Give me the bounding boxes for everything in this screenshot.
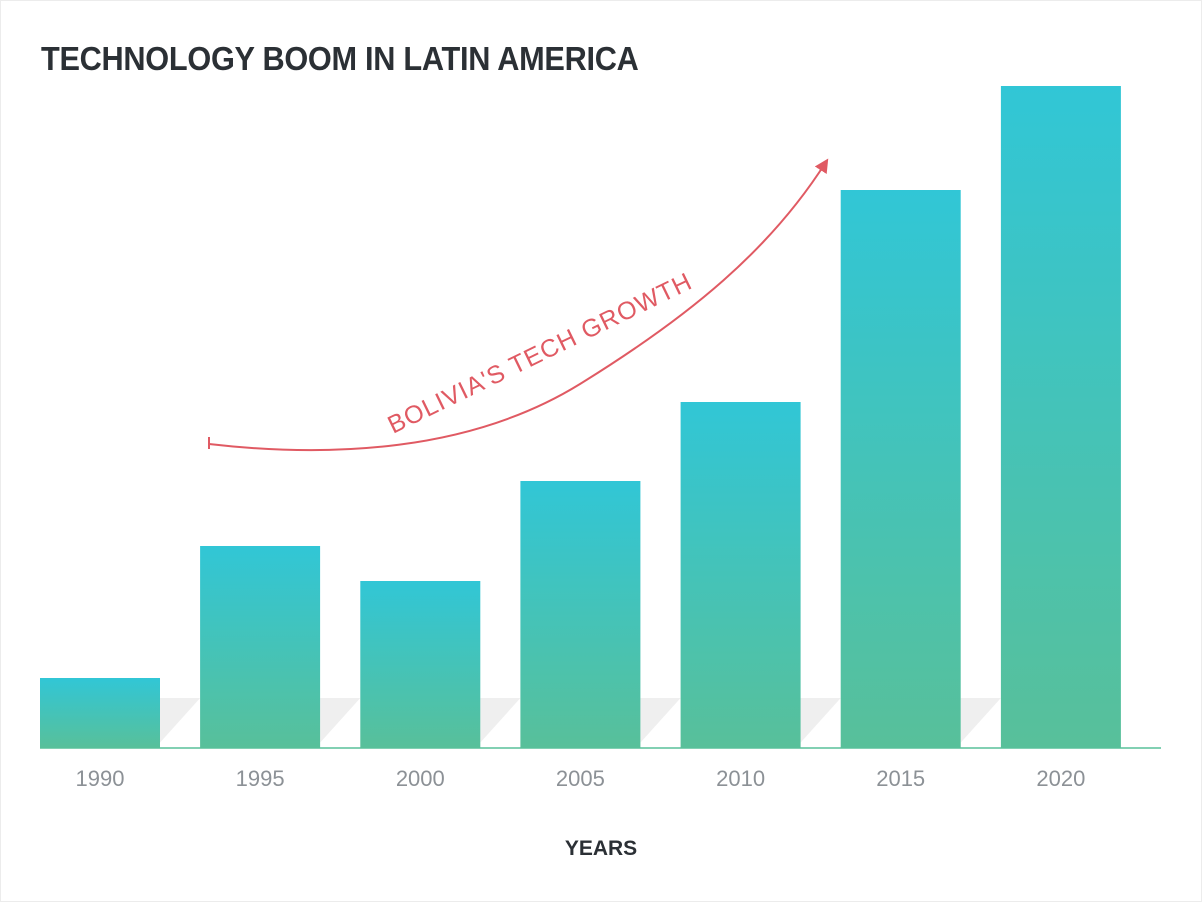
- growth-arrow: [208, 158, 829, 452]
- x-tick-label: 2005: [556, 766, 605, 791]
- bar-shadows: [155, 698, 1001, 748]
- bar-2010: [680, 402, 801, 748]
- bar-shadow: [315, 698, 361, 748]
- x-tick-label: 2020: [1036, 766, 1085, 791]
- bar-shadow: [795, 698, 841, 748]
- x-tick-label: 1990: [76, 766, 125, 791]
- bar-2020: [1000, 86, 1121, 748]
- bar-shadow: [635, 698, 681, 748]
- growth-annotation-label: BOLIVIA'S TECH GROWTH: [383, 267, 696, 439]
- bar-2005: [520, 481, 641, 748]
- bars: [40, 86, 1121, 748]
- x-tick-label: 2015: [876, 766, 925, 791]
- bar-2015: [840, 190, 961, 748]
- bar-1990: [40, 678, 160, 748]
- chart-title: TECHNOLOGY BOOM IN LATIN AMERICA: [41, 40, 639, 77]
- x-axis-label: YEARS: [565, 837, 637, 860]
- bar-shadow: [155, 698, 201, 748]
- bar-shadow: [475, 698, 521, 748]
- x-tick-labels: 1990 1995 2000 2005 2010 2015 2020: [76, 766, 1086, 791]
- bar-1995: [200, 546, 321, 748]
- x-tick-label: 1995: [236, 766, 285, 791]
- x-tick-label: 2010: [716, 766, 765, 791]
- bar-2000: [360, 581, 481, 748]
- bar-shadow: [955, 698, 1001, 748]
- x-tick-label: 2000: [396, 766, 445, 791]
